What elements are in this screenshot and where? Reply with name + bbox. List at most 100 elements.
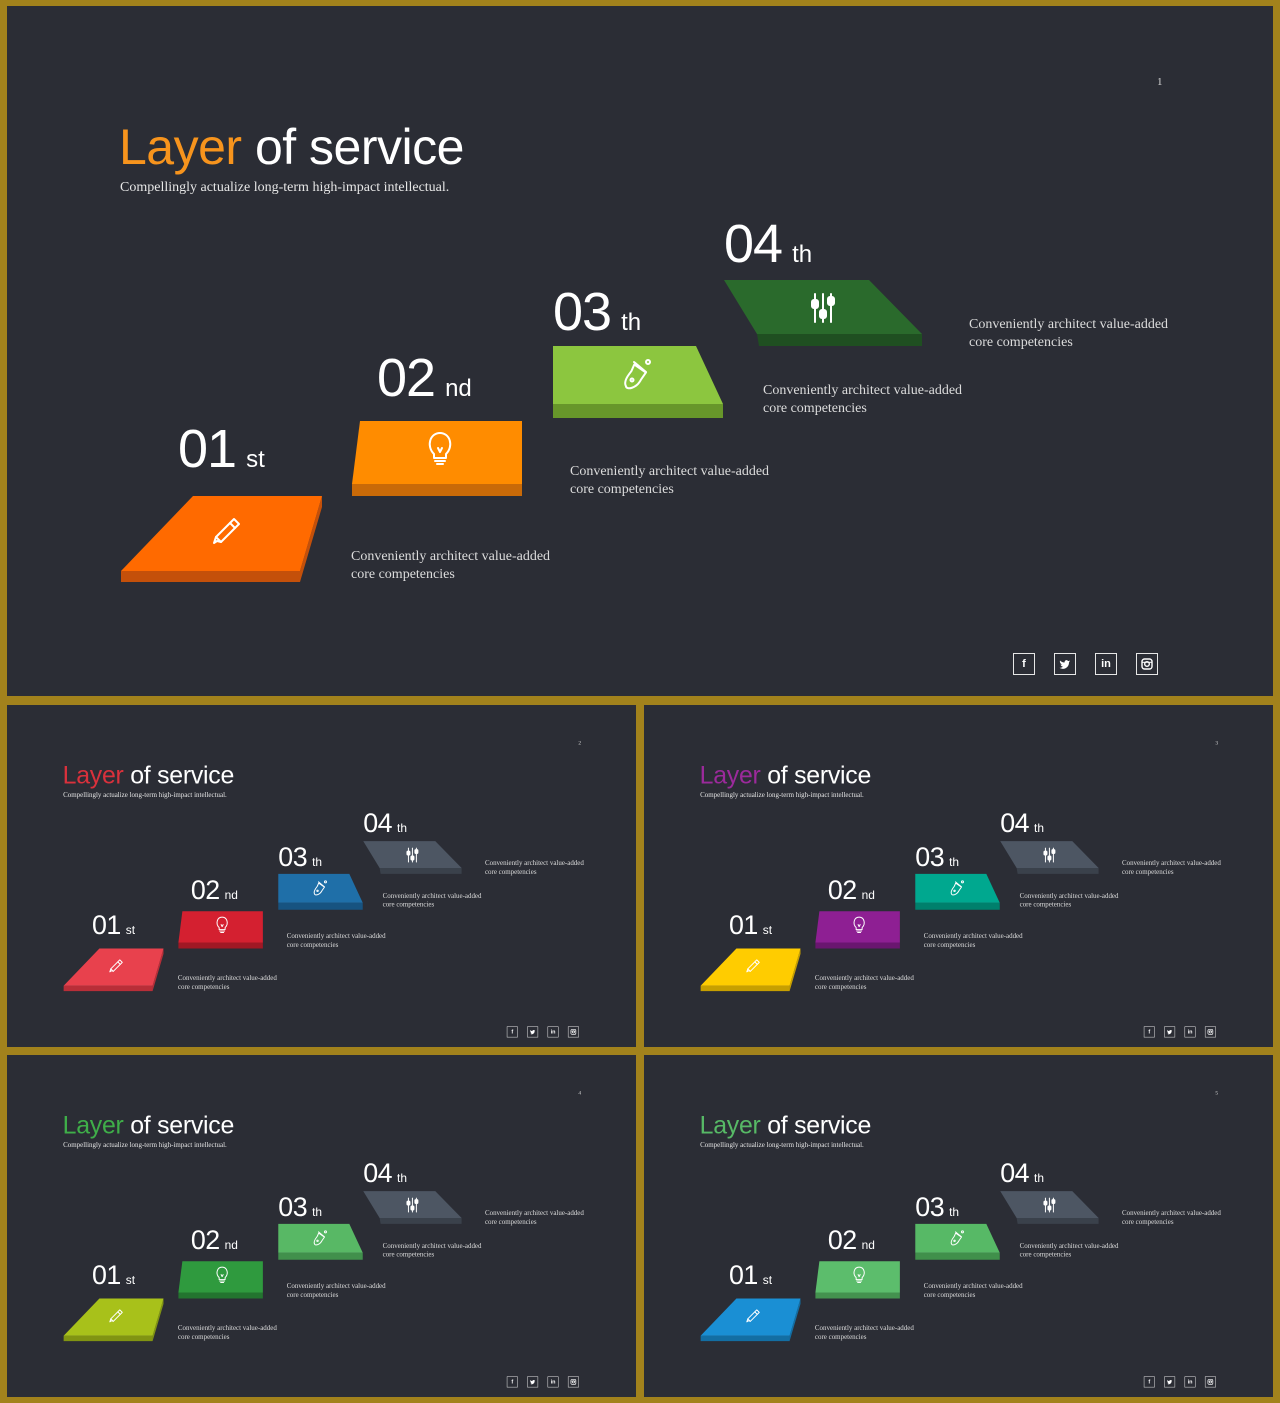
subtitle: Compellingly actualize long-term high-im…: [63, 1141, 227, 1149]
step-number-suffix: th: [949, 1205, 960, 1219]
step-number-value: 01: [728, 1260, 758, 1291]
step-number-2: 02 nd: [191, 1224, 238, 1255]
step-description-3: Conveniently architect value-added core c…: [383, 892, 482, 910]
twitter-icon[interactable]: [527, 1376, 539, 1388]
step-number-3: 03 th: [915, 1192, 959, 1223]
step-platform-3: [915, 1223, 1000, 1260]
social-label: f: [1022, 658, 1026, 670]
social-label: in: [1187, 1028, 1193, 1035]
description-line: Conveniently architect value-added: [382, 1242, 482, 1250]
title-rest: of service: [123, 1111, 235, 1139]
subtitle: Compellingly actualize long-term high-im…: [120, 180, 450, 195]
linkedin-icon[interactable]: in: [1184, 1026, 1196, 1038]
instagram-icon[interactable]: [1136, 653, 1158, 675]
platform-front-face: [352, 484, 522, 496]
title-highlight: Layer: [699, 1111, 761, 1139]
description-line: Conveniently architect value-added: [570, 464, 770, 479]
social-label: in: [550, 1378, 556, 1385]
step-description-2: Conveniently architect value-added core c…: [924, 1282, 1023, 1300]
step-number-4: 04 th: [363, 1158, 407, 1189]
social-label: f: [1148, 1378, 1151, 1385]
pencil-icon: [746, 1309, 760, 1323]
description-line: core competencies: [177, 983, 230, 992]
twitter-icon[interactable]: [1054, 653, 1076, 675]
platform-top-face: [63, 948, 164, 986]
lightbulb-icon: [428, 432, 452, 465]
step-description-1: Conveniently architect value-added core c…: [178, 974, 277, 992]
step-number-value: 03: [278, 842, 308, 872]
step-number-1: 01 st: [729, 1260, 772, 1291]
description-line: Conveniently architect value-added: [923, 932, 1023, 941]
subtitle: Compellingly actualize long-term high-im…: [700, 791, 864, 799]
step-description-1: Conveniently architect value-added core c…: [351, 548, 550, 584]
slide-3[interactable]: 3 Layer of service Compellingly actualize …: [644, 705, 1273, 1047]
description-line: core competencies: [923, 941, 976, 949]
step-number-value: 04: [363, 808, 393, 839]
instagram-icon[interactable]: [1204, 1026, 1216, 1038]
page-number: 3: [1215, 739, 1219, 746]
instagram-icon[interactable]: [567, 1026, 579, 1038]
slide-2[interactable]: 2 Layer of service Compellingly actualize …: [7, 705, 636, 1047]
step-description-4: Conveniently architect value-added core c…: [485, 859, 584, 877]
description-line: Conveniently architect value-added: [814, 974, 914, 983]
social-label: f: [1148, 1028, 1151, 1035]
linkedin-icon[interactable]: in: [1184, 1376, 1196, 1388]
step-number-suffix: th: [397, 821, 408, 836]
title-rest: of service: [760, 1111, 872, 1139]
twitter-icon[interactable]: [527, 1026, 539, 1038]
step-number-4: 04 th: [724, 213, 812, 275]
slide-1[interactable]: 1 Layer of service Compellingly actualize …: [7, 6, 1273, 696]
page-number: 5: [1215, 1089, 1219, 1096]
platform-front-face: [700, 1335, 790, 1342]
step-number-1: 01 st: [92, 910, 135, 941]
facebook-icon[interactable]: f: [1143, 1376, 1155, 1388]
sliders-icon: [406, 1197, 419, 1213]
step-platform-4: [363, 1191, 462, 1224]
step-platform-3: [278, 873, 363, 910]
description-line: core competencies: [814, 983, 867, 992]
page-title: Layer of service: [63, 761, 235, 790]
description-line: core competencies: [1121, 868, 1174, 876]
description-line: core competencies: [382, 1251, 435, 1259]
description-line: core competencies: [1019, 901, 1072, 909]
step-description-4: Conveniently architect value-added core c…: [1122, 859, 1221, 877]
twitter-icon[interactable]: [1164, 1026, 1176, 1038]
description-line: core competencies: [177, 1333, 230, 1342]
slide-4[interactable]: 4 Layer of service Compellingly actualize …: [7, 1055, 636, 1397]
steps-diagram: [63, 1191, 462, 1342]
step-description-2: Conveniently architect value-added core c…: [287, 1282, 386, 1300]
step-number-4: 04 th: [363, 808, 407, 839]
title-rest: of service: [760, 761, 872, 789]
step-number-2: 02 nd: [828, 874, 875, 905]
description-line: Conveniently architect value-added: [763, 383, 963, 398]
facebook-icon[interactable]: f: [506, 1026, 518, 1038]
description-line: core competencies: [484, 1218, 537, 1226]
instagram-icon[interactable]: [1204, 1376, 1216, 1388]
step-platform-3: [915, 873, 1000, 910]
instagram-icon[interactable]: [567, 1376, 579, 1388]
step-platform-1: [63, 1298, 164, 1342]
step-platform-2: [815, 911, 900, 949]
linkedin-icon[interactable]: in: [547, 1376, 559, 1388]
slide-5[interactable]: 5 Layer of service Compellingly actualize …: [644, 1055, 1273, 1397]
linkedin-icon[interactable]: in: [547, 1026, 559, 1038]
facebook-icon[interactable]: f: [1143, 1026, 1155, 1038]
platform-front-face: [63, 985, 153, 992]
step-platform-2: [815, 1261, 900, 1299]
facebook-icon[interactable]: f: [1013, 653, 1035, 675]
step-number-suffix: th: [1034, 1171, 1045, 1186]
facebook-icon[interactable]: f: [506, 1376, 518, 1388]
step-platform-1: [63, 948, 164, 992]
twitter-icon[interactable]: [1164, 1376, 1176, 1388]
platform-front-face: [178, 1292, 263, 1299]
lightbulb-icon: [216, 1266, 228, 1284]
social-label: f: [511, 1378, 514, 1385]
step-number-2: 02 nd: [828, 1224, 875, 1255]
sliders-icon: [811, 293, 835, 323]
step-number-3: 03 th: [553, 281, 641, 343]
step-platform-1: [700, 1298, 801, 1342]
lightbulb-icon: [853, 1266, 865, 1284]
linkedin-icon[interactable]: in: [1095, 653, 1117, 675]
description-line: Conveniently architect value-added: [814, 1324, 914, 1333]
platform-side-face: [300, 496, 322, 582]
